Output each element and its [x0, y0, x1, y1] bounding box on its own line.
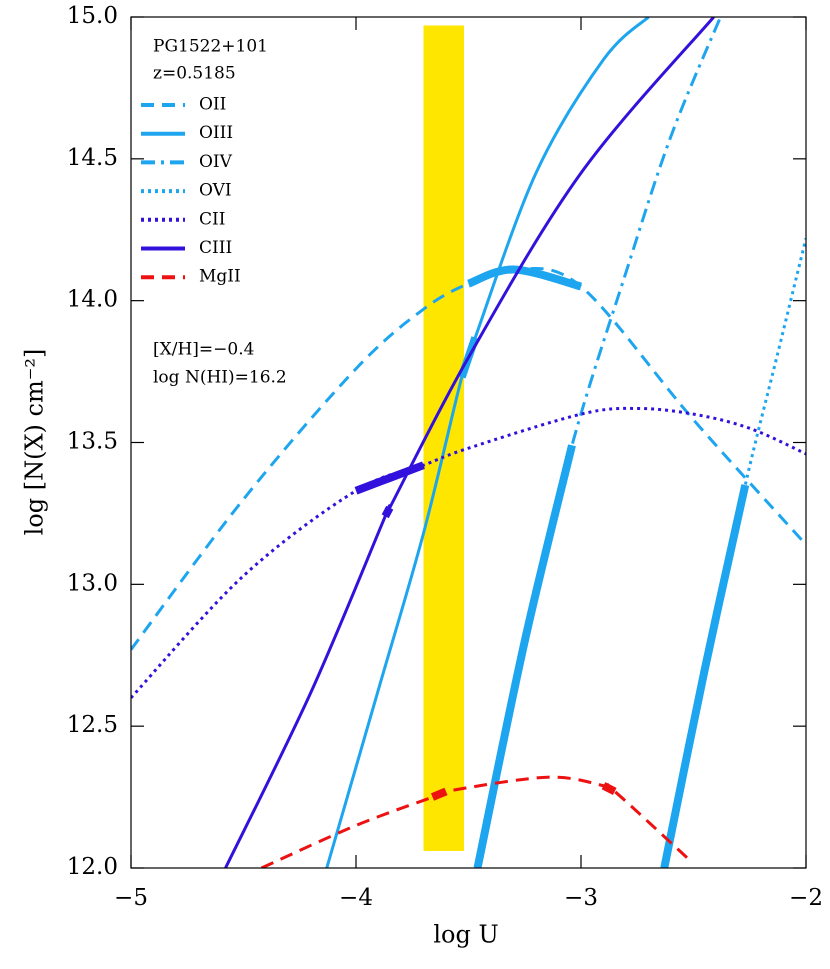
annotation: log N(HI)=16.2 — [153, 368, 287, 388]
band — [423, 25, 464, 851]
annotation: PG1522+101 — [153, 37, 268, 57]
series-line — [224, 17, 715, 868]
series-line — [476, 17, 722, 868]
y-tick-label: 13.5 — [67, 429, 118, 455]
x-tick-label: −5 — [114, 885, 148, 911]
annotation: [X/H]=−0.4 — [153, 340, 254, 360]
x-tick-label: −4 — [339, 885, 373, 911]
y-tick-label: 14.0 — [67, 287, 118, 313]
series-highlight — [601, 782, 617, 795]
annotation: z=0.5185 — [153, 64, 236, 84]
legend-label: OIII — [199, 123, 233, 143]
series-highlight — [660, 484, 750, 868]
y-tick-label: 12.5 — [67, 712, 118, 738]
x-tick-label: −2 — [789, 885, 823, 911]
series-highlight — [473, 444, 576, 868]
plot-frame — [130, 16, 807, 869]
series-highlight — [354, 461, 425, 495]
legend-label: CII — [199, 209, 225, 229]
series-highlight — [430, 787, 448, 801]
x-tick-label: −3 — [564, 885, 598, 911]
legend-label: OIV — [199, 152, 233, 172]
legend-label: OVI — [199, 181, 232, 201]
legend-label: OII — [199, 95, 226, 115]
plot-background — [423, 25, 464, 851]
series-highlight — [381, 505, 394, 519]
y-tick-label: 14.5 — [67, 145, 118, 171]
y-tick-label: 13.0 — [67, 570, 118, 596]
series-line — [260, 775, 691, 868]
legend-label: MgII — [199, 267, 241, 287]
x-axis-label: log U — [433, 921, 498, 949]
legend-label: CIII — [199, 238, 232, 258]
series-line — [131, 267, 806, 651]
y-tick-label: 12.0 — [67, 854, 118, 880]
series-highlight — [467, 265, 583, 291]
plot-lines — [131, 17, 806, 868]
y-axis-label: log [N(X) cm⁻²] — [21, 349, 49, 536]
y-tick-label: 15.0 — [67, 3, 118, 29]
